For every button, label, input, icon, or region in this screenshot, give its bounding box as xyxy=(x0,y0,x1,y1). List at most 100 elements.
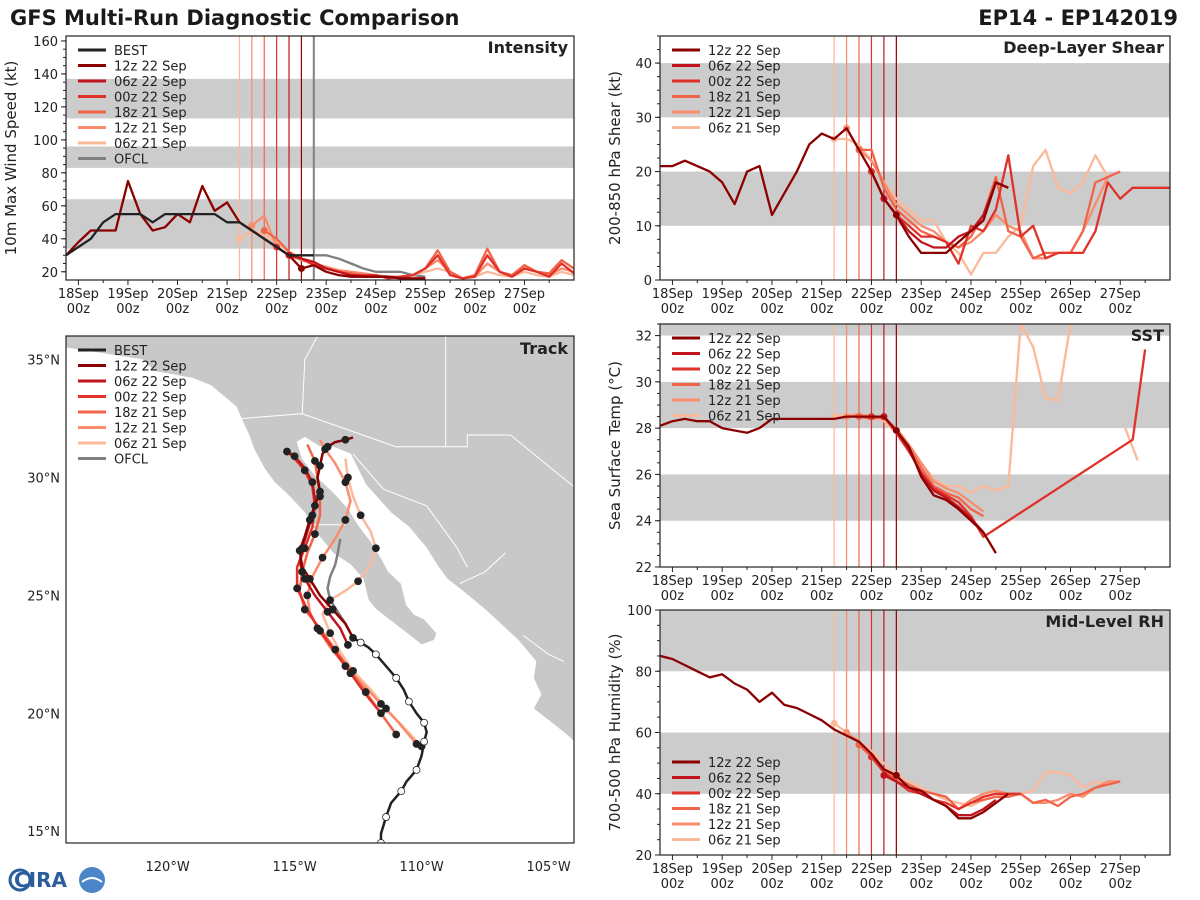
shaded-band xyxy=(660,610,1170,672)
land-mass xyxy=(66,336,574,743)
chart-title: GFS Multi-Run Diagnostic Comparison xyxy=(10,6,460,30)
legend-label: 00z 22 Sep xyxy=(708,75,781,90)
y-tick-label: 28 xyxy=(635,422,652,437)
x-tick-label-hour: 00z xyxy=(215,302,239,317)
track-point xyxy=(331,645,340,654)
state-border xyxy=(301,336,318,414)
y-tick-label: 80 xyxy=(41,167,58,182)
track-point xyxy=(377,699,385,708)
x-tick-label-hour: 00z xyxy=(1009,589,1033,604)
x-tick-label-date: 25Sep xyxy=(1000,574,1041,589)
x-tick-label-date: 23Sep xyxy=(901,862,942,877)
x-tick-label-hour: 00z xyxy=(711,877,735,892)
y-tick-label: 40 xyxy=(41,233,58,248)
track-point xyxy=(326,629,335,638)
map-frame xyxy=(65,335,575,844)
panel-title: SST xyxy=(1131,326,1164,345)
x-tick-label-hour: 00z xyxy=(760,877,784,892)
track-point xyxy=(341,478,350,487)
x-tick-label-hour: 00z xyxy=(414,302,438,317)
track-point xyxy=(412,765,421,774)
track-point xyxy=(397,787,406,796)
track-point xyxy=(308,478,317,487)
plot-area xyxy=(660,36,1170,280)
x-tick-label-date: 20Sep xyxy=(157,287,198,302)
shaded-band xyxy=(66,199,574,249)
y-tick-label: 100 xyxy=(627,604,652,619)
storm-id: EP14 - EP142019 xyxy=(978,6,1178,30)
y-tick-label: 24 xyxy=(635,515,652,530)
legend-label: 18z 21 Sep xyxy=(114,106,187,121)
legend-label: 12z 22 Sep xyxy=(114,60,187,75)
legend-label: 18z 21 Sep xyxy=(708,91,781,106)
init-point xyxy=(892,771,900,779)
track-point xyxy=(305,516,314,524)
x-tick-label-hour: 00z xyxy=(116,302,140,317)
x-tick-label-hour: 00z xyxy=(860,877,884,892)
y-tick-label: 60 xyxy=(41,200,58,215)
x-tick-label-date: 22Sep xyxy=(256,287,297,302)
state-border xyxy=(522,635,565,662)
legend-label: BEST xyxy=(114,344,147,359)
x-tick-label-date: 19Sep xyxy=(702,574,743,589)
x-tick-label-date: 27Sep xyxy=(1100,574,1141,589)
x-tick-label-date: 20Sep xyxy=(751,862,792,877)
x-tick-label-date: 20Sep xyxy=(751,574,792,589)
x-tick-label-hour: 00z xyxy=(810,589,834,604)
y-tick-label: 20 xyxy=(635,166,652,181)
track-point xyxy=(316,461,324,470)
legend-label: 06z 21 Sep xyxy=(114,137,187,152)
x-tick-label-hour: 00z xyxy=(959,877,983,892)
series-line xyxy=(313,254,426,278)
y-tick-label: 80 xyxy=(635,665,652,680)
x-tick-label-hour: 00z xyxy=(166,302,190,317)
x-tick-label-hour: 00z xyxy=(860,589,884,604)
x-tick-label-date: 24Sep xyxy=(950,287,991,302)
x-tick-label-date: 22Sep xyxy=(851,574,892,589)
track-point xyxy=(341,662,350,671)
x-tick-label-hour: 00z xyxy=(661,302,685,317)
x-tick-label-date: 18Sep xyxy=(652,287,693,302)
track-point xyxy=(283,447,291,456)
legend-label: 12z 21 Sep xyxy=(708,106,781,121)
x-tick-label-hour: 00z xyxy=(860,302,884,317)
shaded-band xyxy=(66,146,574,168)
legend-label: BEST xyxy=(114,44,147,59)
logo-text: CIRA xyxy=(14,868,68,892)
x-tick-label-date: 19Sep xyxy=(702,862,743,877)
track-point xyxy=(328,605,337,614)
x-tick-label-date: 19Sep xyxy=(107,287,148,302)
y-tick-label: 22 xyxy=(635,561,652,576)
cira-logo-graphic: CIRA xyxy=(8,867,105,893)
legend-label: 12z 22 Sep xyxy=(708,332,781,347)
lon-tick-label: 120°W xyxy=(146,860,190,875)
track-point xyxy=(311,530,319,538)
panel-sst: 22242628303218Sep00z19Sep00z20Sep00z21Se… xyxy=(606,323,1171,604)
legend-label: OFCL xyxy=(114,453,149,468)
y-tick-label: 100 xyxy=(33,134,58,149)
x-tick-label-date: 19Sep xyxy=(702,287,743,302)
track-point xyxy=(420,718,429,727)
x-tick-label-date: 25Sep xyxy=(1000,862,1041,877)
plot-area xyxy=(660,324,1170,567)
panel-title: Deep-Layer Shear xyxy=(1003,38,1164,57)
series-line xyxy=(660,127,1009,255)
x-tick-label-hour: 00z xyxy=(364,302,388,317)
legend-label: 00z 22 Sep xyxy=(114,391,187,406)
track-point xyxy=(382,813,390,821)
x-tick-label-date: 22Sep xyxy=(851,862,892,877)
x-tick-label-hour: 00z xyxy=(1109,589,1133,604)
x-tick-label-hour: 00z xyxy=(315,302,339,317)
y-axis-label: Sea Surface Temp (°C) xyxy=(606,361,624,530)
y-tick-label: 40 xyxy=(635,57,652,72)
y-tick-label: 140 xyxy=(33,68,58,83)
lat-tick-label: 35°N xyxy=(27,354,60,369)
init-point xyxy=(892,426,900,434)
track-point xyxy=(361,688,370,696)
track-point xyxy=(295,546,304,555)
track-point xyxy=(341,516,350,524)
track-point xyxy=(349,633,357,642)
x-tick-label-date: 23Sep xyxy=(901,574,942,589)
track-point xyxy=(356,511,365,520)
